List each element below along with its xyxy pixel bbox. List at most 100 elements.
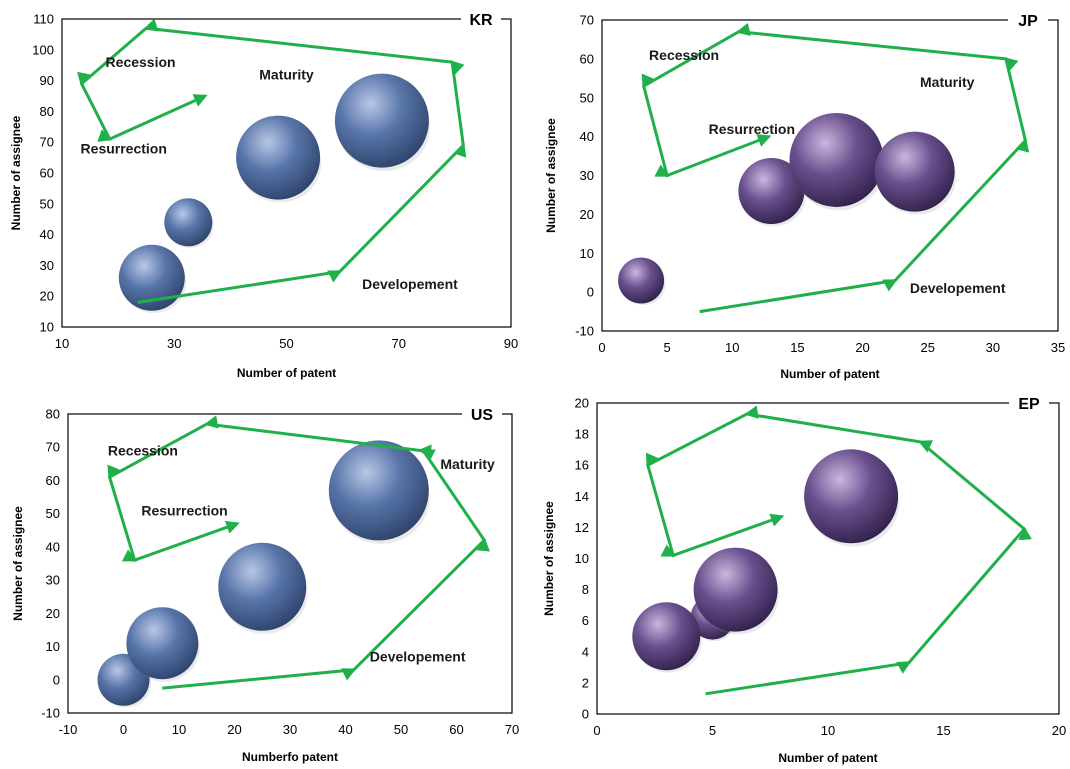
cycle-arrow-path xyxy=(641,22,1030,314)
x-tick-label: 0 xyxy=(120,722,127,737)
x-tick-label: 30 xyxy=(986,340,1000,355)
x-axis-label: Number of patent xyxy=(778,751,877,765)
y-tick-label: 14 xyxy=(575,489,589,504)
y-tick-label: 10 xyxy=(46,639,60,654)
x-tick-label: 0 xyxy=(598,340,605,355)
y-tick-label: 10 xyxy=(575,551,589,566)
bubbles xyxy=(618,112,956,306)
bubble xyxy=(334,73,429,168)
phase-label: Developement xyxy=(910,280,1006,296)
x-tick-label: 50 xyxy=(279,336,293,351)
tag-background xyxy=(1009,395,1049,413)
y-tick-label: 20 xyxy=(580,207,594,222)
x-tick-label: 5 xyxy=(664,340,671,355)
plot-area xyxy=(67,413,513,714)
x-tick-label: 20 xyxy=(227,722,241,737)
y-tick-label: 30 xyxy=(46,573,60,588)
y-tick-label: 10 xyxy=(580,246,594,261)
y-axis-label: Number of assignee xyxy=(542,501,556,616)
bubbles xyxy=(97,440,430,708)
y-tick-labels: 0 2 4 6 8 10 12 14 16 18 20 xyxy=(575,396,589,722)
y-tick-label: 70 xyxy=(580,13,594,28)
y-tick-label: 20 xyxy=(40,289,54,304)
bubble xyxy=(126,607,199,680)
x-tick-label: 70 xyxy=(392,336,406,351)
phase-labels: Recession Maturity Resurrection Developemen… xyxy=(649,47,1006,296)
phase-label: Developement xyxy=(362,276,458,292)
y-tick-label: -10 xyxy=(575,324,594,339)
bubble xyxy=(218,542,307,631)
y-tick-label: 0 xyxy=(53,672,60,687)
x-axis-label: Number of patent xyxy=(780,367,879,381)
y-tick-label: 2 xyxy=(582,675,589,690)
y-tick-label: 10 xyxy=(40,320,54,335)
y-tick-label: 40 xyxy=(40,227,54,242)
y-tick-label: 4 xyxy=(582,644,589,659)
x-tick-label: 70 xyxy=(505,722,519,737)
x-tick-label: 5 xyxy=(709,723,716,738)
bubble xyxy=(789,112,884,207)
x-tick-label: 10 xyxy=(725,340,739,355)
x-tick-label: 90 xyxy=(504,336,518,351)
bubbles xyxy=(632,449,900,673)
x-tick-label: 15 xyxy=(790,340,804,355)
x-tick-label: 20 xyxy=(1052,723,1066,738)
bubble xyxy=(328,440,429,541)
y-tick-label: 18 xyxy=(575,427,589,442)
x-tick-label: 35 xyxy=(1051,340,1065,355)
y-tick-labels: -10 0 10 20 30 40 50 60 70 xyxy=(575,13,594,339)
y-tick-label: 12 xyxy=(575,520,589,535)
bubble xyxy=(632,602,701,671)
y-tick-label: 8 xyxy=(582,582,589,597)
x-tick-label: 30 xyxy=(283,722,297,737)
panel-jp: -10 0 10 20 30 40 50 60 70 0 5 10 15 20 25 30 35 Recess… xyxy=(544,12,1065,381)
x-tick-label: 10 xyxy=(55,336,69,351)
x-tick-label: 60 xyxy=(449,722,463,737)
x-tick-label: 25 xyxy=(920,340,934,355)
y-tick-label: 20 xyxy=(575,396,589,411)
x-axis-label: Number of patent xyxy=(237,366,336,380)
x-tick-label: 15 xyxy=(936,723,950,738)
y-tick-label: 20 xyxy=(46,606,60,621)
bubble xyxy=(804,449,899,544)
y-tick-label: 40 xyxy=(580,129,594,144)
phase-label: Developement xyxy=(370,649,466,665)
bubble xyxy=(618,257,665,304)
y-tick-label: 60 xyxy=(580,51,594,66)
y-axis-label: Number of assignee xyxy=(9,115,23,230)
y-tick-label: 100 xyxy=(32,42,54,57)
plot-area xyxy=(596,402,1060,715)
tag-background xyxy=(1008,12,1048,30)
phase-label: Resurrection xyxy=(709,121,795,137)
y-tick-label: 70 xyxy=(46,440,60,455)
y-tick-labels: 10 20 30 40 50 60 70 80 90 100 110 xyxy=(32,12,54,335)
bubble xyxy=(164,198,213,247)
y-tick-label: 60 xyxy=(46,473,60,488)
bubble xyxy=(236,115,321,200)
x-tick-label: 30 xyxy=(167,336,181,351)
tag-background xyxy=(461,11,501,29)
country-tag: US xyxy=(471,407,494,424)
y-tick-label: 90 xyxy=(40,73,54,88)
y-tick-label: 80 xyxy=(40,104,54,119)
x-axis-label: Numberfo patent xyxy=(242,750,338,764)
phase-labels: Recession Maturity Resurrection Developemen… xyxy=(81,54,459,292)
y-tick-label: 6 xyxy=(582,613,589,628)
phase-label: Recession xyxy=(106,54,176,70)
phase-label: Maturity xyxy=(920,74,975,90)
y-tick-label: 30 xyxy=(580,168,594,183)
cycle-arrow-path xyxy=(77,18,467,304)
x-tick-label: -10 xyxy=(59,722,78,737)
x-tick-label: 10 xyxy=(172,722,186,737)
x-tick-label: 40 xyxy=(338,722,352,737)
y-tick-labels: -10 0 10 20 30 40 50 60 70 80 xyxy=(41,407,60,721)
tag-background xyxy=(462,406,502,424)
x-tick-labels: 0 5 10 15 20 25 30 35 xyxy=(598,340,1065,355)
bubble xyxy=(874,131,955,212)
y-axis-label: Number of assignee xyxy=(11,506,25,621)
y-axis-label: Number of assignee xyxy=(544,118,558,233)
panel-ep: 0 2 4 6 8 10 12 14 16 18 20 0 5 10 15 20 EP Number of … xyxy=(542,395,1066,765)
x-tick-label: 20 xyxy=(855,340,869,355)
